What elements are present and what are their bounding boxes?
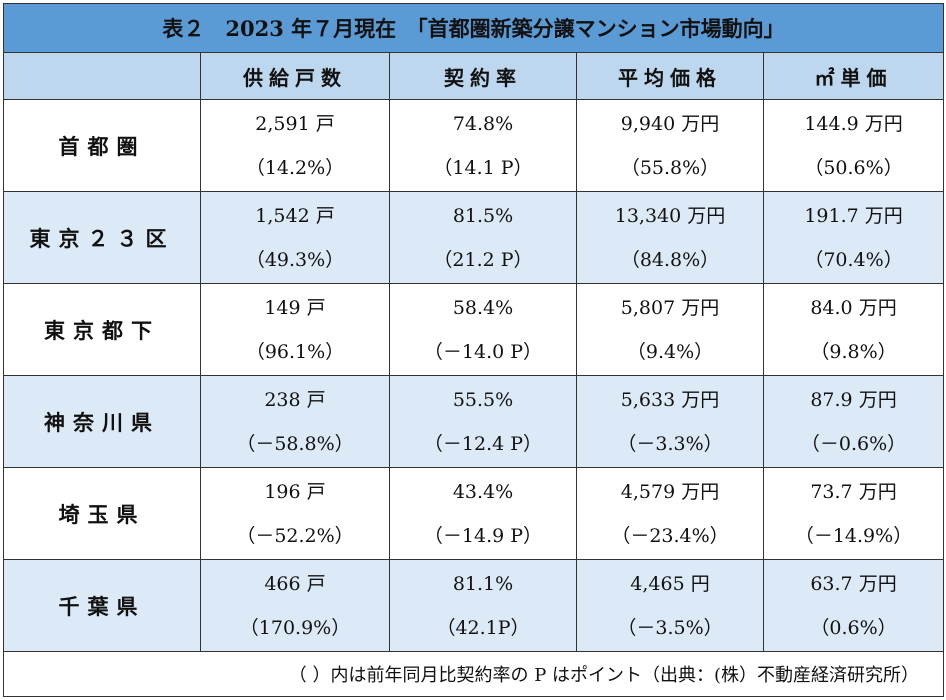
cell-value: 81.1% — [452, 572, 514, 595]
row-label: 神奈川県 — [3, 375, 201, 468]
cell-value: 144.9 万円 — [804, 112, 903, 135]
header-unit-price: ㎡単価 — [762, 52, 945, 100]
cell-change: （70.4%） — [804, 248, 903, 271]
cell-change: （50.6%） — [804, 156, 903, 179]
cell-value: 73.7 万円 — [810, 480, 897, 503]
cell-contract-rate: 81.1% （42.1P） — [389, 559, 577, 652]
row-label: 東京２３区 — [3, 191, 201, 284]
cell-change: （21.2 P） — [433, 248, 533, 271]
cell-value: 5,807 万円 — [620, 296, 720, 319]
cell-unit-price: 73.7 万円 （－14.9%） — [762, 467, 945, 560]
cell-value: 2,591 戸 — [255, 112, 335, 135]
row-label: 埼玉県 — [3, 467, 201, 560]
cell-value: 74.8% — [452, 112, 514, 135]
cell-avg-price: 5,633 万円 （－3.3%） — [576, 375, 764, 468]
cell-contract-rate: 55.5% （－12.4 P） — [389, 375, 577, 468]
cell-supply: 238 戸 （－58.8%） — [200, 375, 390, 468]
cell-change: （－12.4 P） — [423, 432, 543, 455]
cell-unit-price: 191.7 万円 （70.4%） — [762, 191, 945, 284]
cell-value: 13,340 万円 — [614, 204, 726, 227]
cell-unit-price: 144.9 万円 （50.6%） — [762, 99, 945, 192]
cell-value: 87.9 万円 — [810, 388, 897, 411]
cell-change: （0.6%） — [810, 616, 897, 639]
cell-value: 1,542 戸 — [255, 204, 335, 227]
cell-change: （84.8%） — [620, 248, 720, 271]
cell-change: （－14.0 P） — [423, 340, 543, 363]
cell-change: （－3.5%） — [617, 616, 723, 639]
cell-avg-price: 4,579 万円 （－23.4%） — [576, 467, 764, 560]
cell-value: 4,465 円 — [630, 572, 710, 595]
cell-value: 196 戸 — [264, 480, 326, 503]
cell-supply: 1,542 戸 （49.3%） — [200, 191, 390, 284]
cell-change: （96.1%） — [245, 340, 345, 363]
cell-contract-rate: 81.5% （21.2 P） — [389, 191, 577, 284]
header-avg-price: 平均価格 — [576, 52, 764, 100]
cell-change: （－0.6%） — [800, 432, 907, 455]
cell-change: （9.8%） — [810, 340, 897, 363]
table-title: 表２ 2023 年７月現在 「首都圏新築分譲マンション市場動向」 — [2, 3, 945, 53]
table-note: （ ）内は前年同月比契約率の P はポイント（出典：(株）不動産経済研究所） — [2, 651, 945, 697]
row-label: 千葉県 — [3, 559, 201, 652]
cell-unit-price: 87.9 万円 （－0.6%） — [762, 375, 945, 468]
table-row: 東京都下 149 戸 （96.1%） 58.4% （－14.0 P） 5,807 万円 （9… — [3, 283, 945, 376]
table-row: 首都圏 2,591 戸 （14.2%） 74.8% （14.1 P） 9,940 万円 （5… — [3, 99, 945, 192]
cell-change: （170.9%） — [239, 616, 351, 639]
cell-change: （55.8%） — [620, 156, 720, 179]
table-row: 東京２３区 1,542 戸 （49.3%） 81.5% （21.2 P） 13,340 万… — [3, 191, 945, 284]
cell-supply: 149 戸 （96.1%） — [200, 283, 390, 376]
cell-supply: 466 戸 （170.9%） — [200, 559, 390, 652]
cell-change: （－14.9%） — [794, 524, 913, 547]
cell-supply: 196 戸 （－52.2%） — [200, 467, 390, 560]
header-blank — [3, 52, 201, 100]
cell-contract-rate: 74.8% （14.1 P） — [389, 99, 577, 192]
table-row: 埼玉県 196 戸 （－52.2%） 43.4% （－14.9 P） 4,579 万円 （－… — [3, 467, 945, 560]
cell-value: 238 戸 — [264, 388, 326, 411]
header-contract-rate: 契約率 — [389, 52, 577, 100]
cell-unit-price: 63.7 万円 （0.6%） — [762, 559, 945, 652]
table-row: 神奈川県 238 戸 （－58.8%） 55.5% （－12.4 P） 5,633 万円 （… — [3, 375, 945, 468]
cell-change: （14.2%） — [245, 156, 345, 179]
cell-change: （－52.2%） — [236, 524, 354, 547]
cell-unit-price: 84.0 万円 （9.8%） — [762, 283, 945, 376]
cell-value: 191.7 万円 — [804, 204, 903, 227]
cell-value: 149 戸 — [264, 296, 326, 319]
cell-change: （－23.4%） — [611, 524, 729, 547]
cell-value: 5,633 万円 — [620, 388, 720, 411]
cell-value: 81.5% — [452, 204, 514, 227]
row-label: 東京都下 — [3, 283, 201, 376]
cell-contract-rate: 58.4% （－14.0 P） — [389, 283, 577, 376]
cell-value: 466 戸 — [264, 572, 326, 595]
cell-value: 84.0 万円 — [810, 296, 897, 319]
cell-avg-price: 5,807 万円 （9.4%） — [576, 283, 764, 376]
cell-contract-rate: 43.4% （－14.9 P） — [389, 467, 577, 560]
cell-change: （9.4%） — [626, 340, 714, 363]
cell-avg-price: 13,340 万円 （84.8%） — [576, 191, 764, 284]
header-supply: 供給戸数 — [200, 52, 390, 100]
cell-avg-price: 9,940 万円 （55.8%） — [576, 99, 764, 192]
cell-change: （－58.8%） — [236, 432, 354, 455]
cell-change: （－14.9 P） — [423, 524, 543, 547]
market-table: 表２ 2023 年７月現在 「首都圏新築分譲マンション市場動向」 供給戸数 契約… — [2, 3, 945, 697]
row-label: 首都圏 — [3, 99, 201, 192]
cell-value: 43.4% — [452, 480, 514, 503]
cell-value: 58.4% — [452, 296, 514, 319]
cell-avg-price: 4,465 円 （－3.5%） — [576, 559, 764, 652]
cell-value: 63.7 万円 — [810, 572, 897, 595]
cell-change: （－3.3%） — [617, 432, 723, 455]
cell-change: （49.3%） — [245, 248, 345, 271]
header-row: 供給戸数 契約率 平均価格 ㎡単価 — [3, 52, 945, 100]
cell-value: 9,940 万円 — [620, 112, 720, 135]
cell-supply: 2,591 戸 （14.2%） — [200, 99, 390, 192]
table-body: 首都圏 2,591 戸 （14.2%） 74.8% （14.1 P） 9,940 万円 （5… — [3, 99, 945, 652]
cell-change: （42.1P） — [436, 616, 530, 639]
cell-value: 4,579 万円 — [620, 480, 720, 503]
table-row: 千葉県 466 戸 （170.9%） 81.1% （42.1P） 4,465 円 （－3.5… — [3, 559, 945, 652]
cell-change: （14.1 P） — [433, 156, 533, 179]
cell-value: 55.5% — [452, 388, 514, 411]
